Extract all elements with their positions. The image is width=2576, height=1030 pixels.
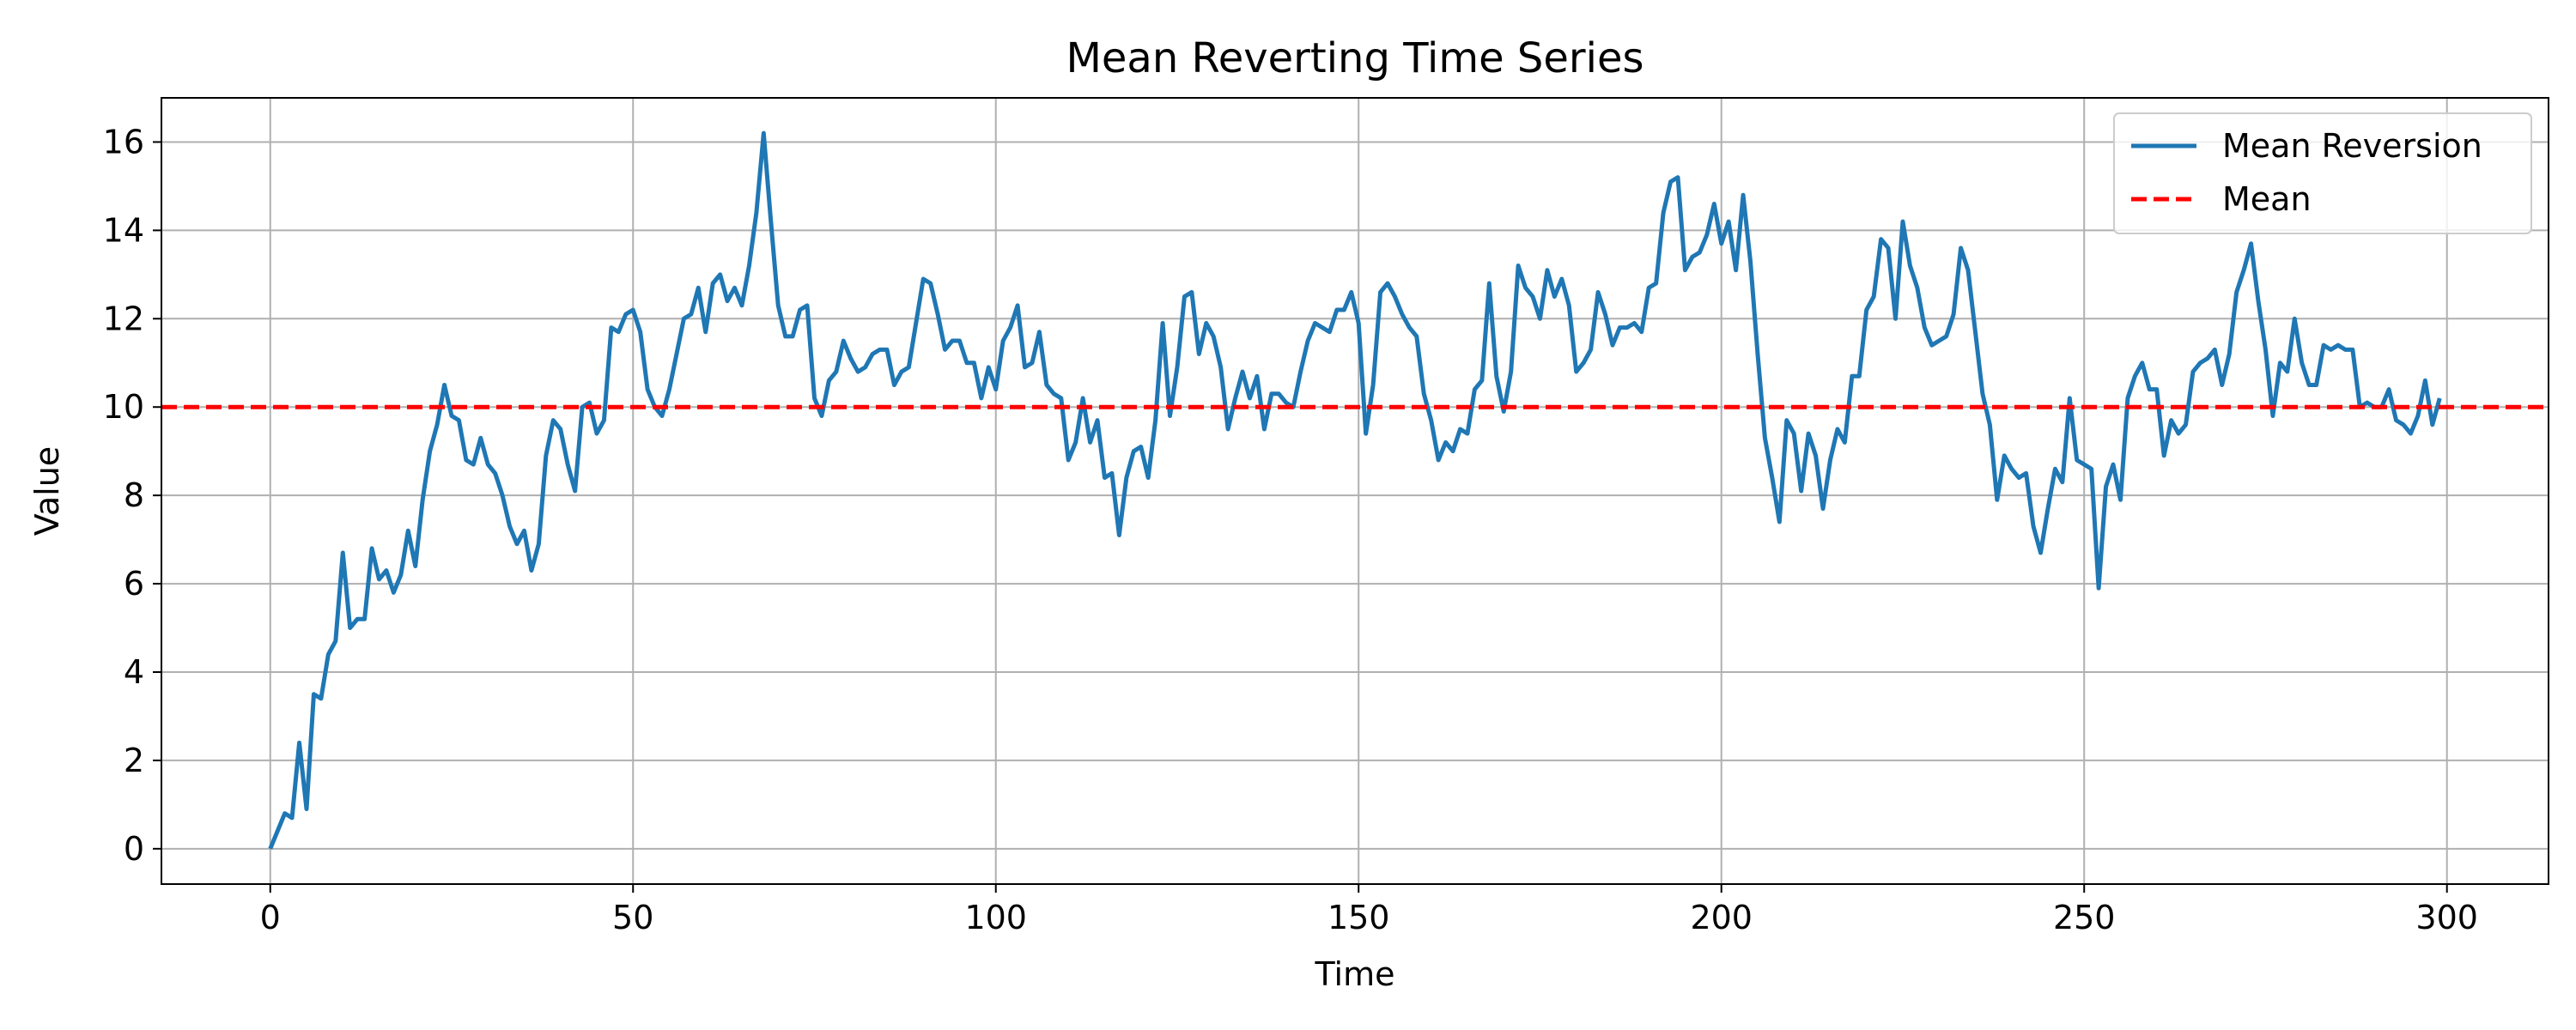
y-tick-label: 14 <box>103 211 144 249</box>
y-tick-label: 2 <box>124 742 144 779</box>
x-tick-label: 200 <box>1690 899 1753 936</box>
y-tick-label: 8 <box>124 476 144 514</box>
x-tick-label: 300 <box>2415 899 2478 936</box>
series-layer <box>161 130 2549 850</box>
y-tick-label: 16 <box>103 123 144 161</box>
series-line-mean-reversion <box>268 130 2442 850</box>
y-tick-label: 12 <box>103 300 144 337</box>
y-axis-label: Value <box>28 446 66 536</box>
x-tick-label: 0 <box>260 899 281 936</box>
legend-label-mean: Mean <box>2222 180 2312 218</box>
legend-label-mean-reversion: Mean Reversion <box>2222 127 2482 165</box>
x-tick-label: 50 <box>612 899 653 936</box>
y-tick-label: 0 <box>124 830 144 868</box>
x-tick-label: 250 <box>2053 899 2116 936</box>
chart-title: Mean Reverting Time Series <box>1066 34 1643 82</box>
x-tick-label: 100 <box>964 899 1027 936</box>
plot-frame <box>161 97 2549 885</box>
y-tick-label: 6 <box>124 565 144 603</box>
ticks: 0 50 100 150 200 250 300 0 2 4 6 8 10 12 14 16 <box>103 123 2478 936</box>
legend-box <box>2113 112 2532 234</box>
legend: Mean Reversion Mean <box>2113 112 2532 234</box>
y-tick-label: 4 <box>124 653 144 691</box>
x-tick-label: 150 <box>1327 899 1390 936</box>
x-axis-label: Time <box>1315 955 1395 993</box>
y-tick-label: 10 <box>103 388 144 426</box>
